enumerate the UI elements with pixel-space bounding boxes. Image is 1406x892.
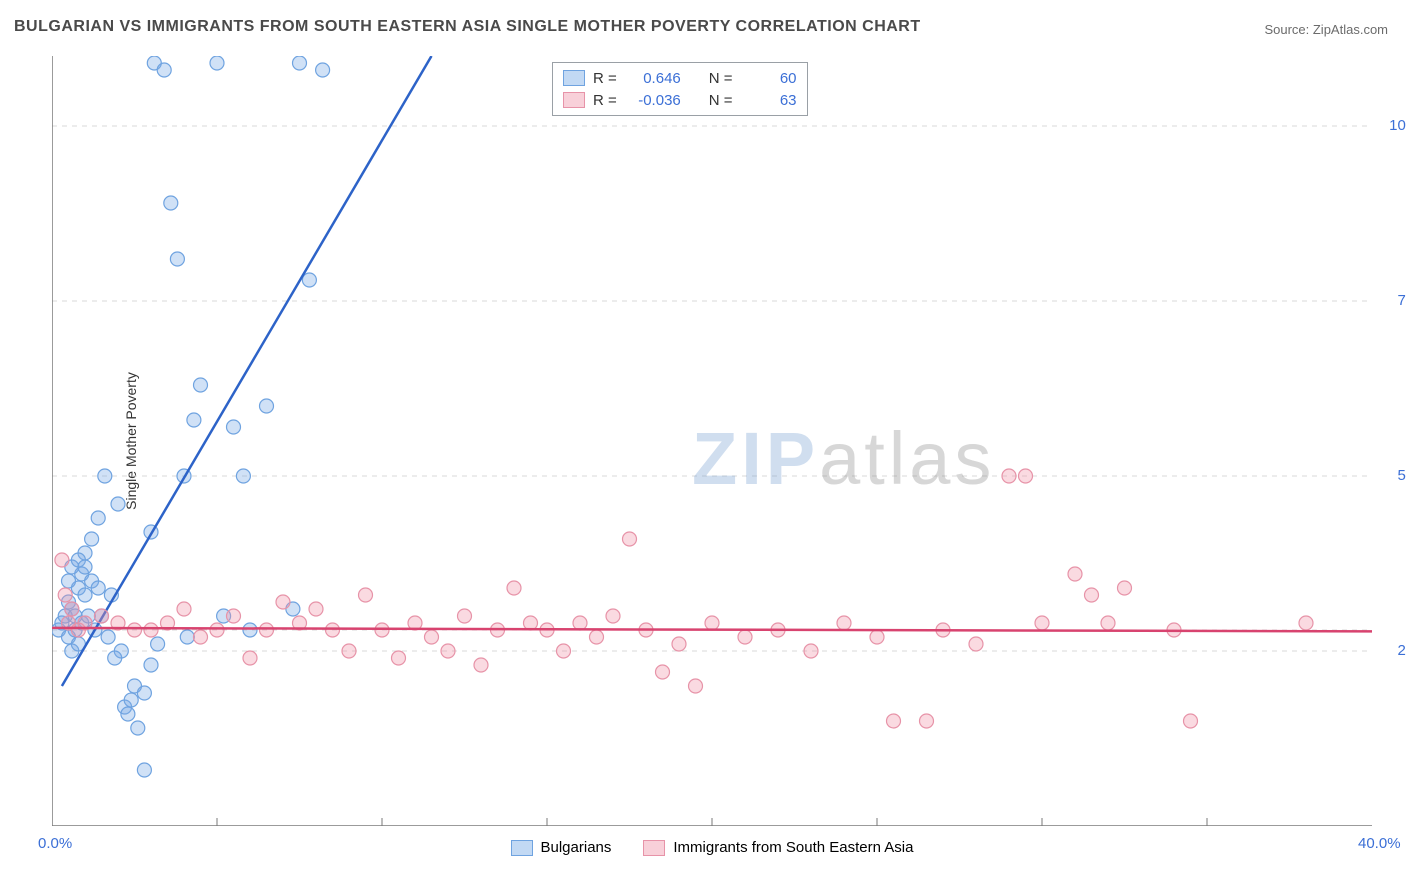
r-label: R = <box>593 70 617 87</box>
legend-row-bulgarians: R = 0.646 N = 60 <box>563 67 797 89</box>
correlation-legend: R = 0.646 N = 60 R = -0.036 N = 63 <box>552 62 808 116</box>
chart-title: BULGARIAN VS IMMIGRANTS FROM SOUTH EASTE… <box>14 18 921 36</box>
series-legend: Bulgarians Immigrants from South Eastern… <box>52 839 1372 856</box>
r-label-2: R = <box>593 92 617 109</box>
legend-row-seasia: R = -0.036 N = 63 <box>563 89 797 111</box>
x-tick-label: 40.0% <box>1358 835 1401 852</box>
swatch-seasia <box>563 92 585 108</box>
x-tick-label: 0.0% <box>38 835 72 852</box>
n-value-bulgarians: 60 <box>741 70 797 87</box>
swatch-bulgarians-2 <box>511 840 533 856</box>
legend-label-seasia: Immigrants from South Eastern Asia <box>673 839 913 856</box>
swatch-bulgarians <box>563 70 585 86</box>
source-attribution: Source: ZipAtlas.com <box>1264 22 1388 37</box>
legend-item-seasia: Immigrants from South Eastern Asia <box>643 839 913 856</box>
y-tick-label: 100.0% <box>1389 117 1406 134</box>
n-label-2: N = <box>709 92 733 109</box>
swatch-seasia-2 <box>643 840 665 856</box>
plot-area: Single Mother Poverty ZIPatlas R = 0.646… <box>52 56 1372 826</box>
chart-container: BULGARIAN VS IMMIGRANTS FROM SOUTH EASTE… <box>0 0 1406 892</box>
n-label: N = <box>709 70 733 87</box>
y-tick-label: 75.0% <box>1397 292 1406 309</box>
chart-svg <box>52 56 1372 826</box>
n-value-seasia: 63 <box>741 92 797 109</box>
legend-item-bulgarians: Bulgarians <box>511 839 612 856</box>
r-value-bulgarians: 0.646 <box>625 70 681 87</box>
legend-label-bulgarians: Bulgarians <box>541 839 612 856</box>
r-value-seasia: -0.036 <box>625 92 681 109</box>
y-tick-label: 25.0% <box>1397 642 1406 659</box>
y-tick-label: 50.0% <box>1397 467 1406 484</box>
